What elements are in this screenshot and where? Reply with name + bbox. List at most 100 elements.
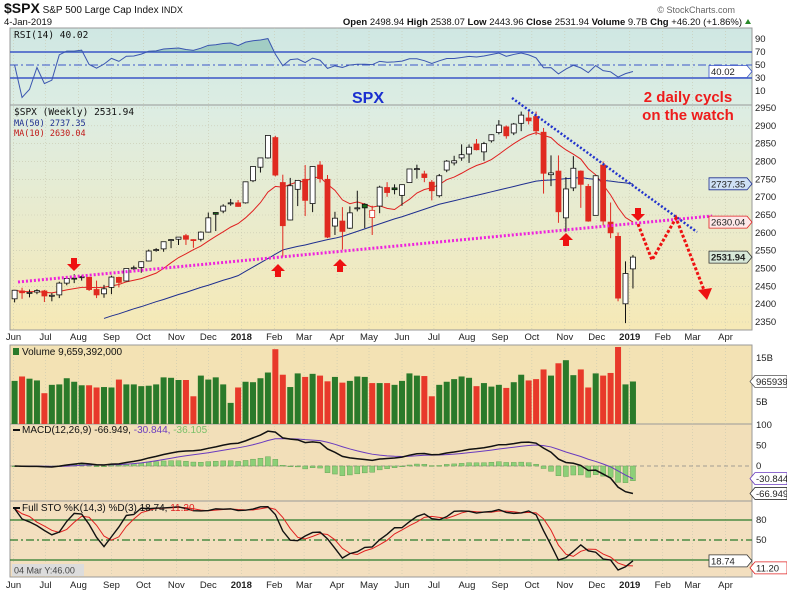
volume-bar <box>428 396 435 424</box>
x-tick-label: Mar <box>296 332 312 343</box>
candle-body <box>279 182 286 227</box>
price-tick-label: 2850 <box>755 139 776 150</box>
macd-histogram-bar <box>384 465 390 469</box>
rsi-line <box>14 38 634 99</box>
price-tick-label: 2500 <box>755 263 776 274</box>
candle-body <box>175 236 182 240</box>
volume-bar <box>294 373 301 424</box>
exchange: INDX <box>161 5 183 15</box>
volume-bar <box>391 384 398 424</box>
volume-bar <box>324 381 331 424</box>
chart-date: 4-Jan-2019 <box>4 17 52 28</box>
macd-histogram-bar <box>220 460 226 467</box>
x-tick-label: Jul <box>39 332 51 343</box>
macd-histogram-bar <box>414 463 420 467</box>
x-tick-label: 2018 <box>231 580 252 591</box>
volume-bar <box>622 384 629 424</box>
candle-body <box>294 179 301 190</box>
candle-body <box>421 173 428 178</box>
macd-histogram-bar <box>585 465 591 478</box>
macd-histogram-bar <box>622 465 629 483</box>
macd-tick-label: 50 <box>756 441 767 452</box>
volume-bar <box>212 377 219 424</box>
volume-bar <box>302 376 309 424</box>
x-tick-label: 2019 <box>619 580 640 591</box>
crosshair-readout: 04 Mar Y:46.00 <box>14 566 75 576</box>
volume-bar <box>436 384 443 424</box>
volume-bar <box>71 381 78 424</box>
value-tag-text: 11.20 <box>756 563 779 574</box>
header: $SPX S&P 500 Large Cap Index INDX <box>4 0 183 16</box>
crosshair-readout-box <box>12 564 84 576</box>
volume-bar <box>607 372 614 424</box>
candle-body <box>116 277 122 283</box>
price-tick-label: 2400 <box>755 299 776 310</box>
value-tag-text: 2531.94 <box>711 253 746 264</box>
candle-body <box>495 124 502 133</box>
volume-bar <box>466 377 473 424</box>
macd-tick-label: 100 <box>756 420 772 431</box>
candle-body <box>570 167 577 189</box>
volume-bar <box>160 377 167 424</box>
candle-body <box>302 178 309 201</box>
candle-body <box>510 123 517 134</box>
macd-histogram-bar <box>615 465 621 483</box>
volume-bar <box>384 383 391 424</box>
value-tag-text: 9659392000 <box>756 377 787 388</box>
macd-histogram-bar <box>190 461 197 467</box>
volume-bar <box>48 384 55 424</box>
macd-histogram-bar <box>436 465 442 467</box>
x-tick-label: Jun <box>6 580 21 591</box>
value-tag-bg <box>708 65 753 78</box>
volume-bar <box>570 375 577 424</box>
macd-histogram-bar <box>496 461 502 467</box>
macd-histogram-bar <box>272 459 279 467</box>
volume-bar <box>562 360 569 424</box>
volume-bar <box>585 387 592 424</box>
volume-bar <box>279 374 286 424</box>
x-tick-label: Aug <box>458 332 475 343</box>
x-tick-label: Dec <box>200 332 217 343</box>
macd-histogram-bar <box>466 462 472 467</box>
macd-histogram-bar <box>295 465 301 468</box>
candle-body <box>19 290 25 294</box>
candle-body <box>26 291 33 294</box>
rsi-tick-label: 10 <box>755 86 766 97</box>
macd-histogram-bar <box>555 465 562 476</box>
volume-bar <box>443 381 450 424</box>
price-tick-label: 2600 <box>755 228 776 239</box>
price-tick-label: 2650 <box>755 210 776 221</box>
x-tick-label: Jul <box>428 332 440 343</box>
volume-bar <box>242 381 249 424</box>
value-tag-sto_d: 11.20 <box>749 561 787 574</box>
macd-histogram-bar <box>242 460 249 467</box>
volume-bar <box>108 387 115 424</box>
candle-body <box>369 209 376 218</box>
value-tag-rsi: 40.02 <box>708 65 753 78</box>
value-tag-bg <box>749 472 787 486</box>
volume-bar <box>182 380 189 424</box>
candle-body <box>376 186 383 207</box>
candle-body <box>317 164 323 180</box>
price-tick-label: 2350 <box>755 317 776 328</box>
value-tag-bg <box>749 487 787 500</box>
candle-body <box>183 235 189 240</box>
projection-arrowhead-icon <box>698 288 712 300</box>
x-tick-label: 2019 <box>619 332 640 343</box>
candle-body <box>540 131 547 174</box>
candle-body <box>235 202 242 207</box>
sto-tick-label: 80 <box>756 515 767 526</box>
candle-body <box>577 170 584 185</box>
candle-body <box>212 212 219 215</box>
x-tick-label: Jun <box>394 580 409 591</box>
volume-bar <box>488 386 495 424</box>
x-tick-label: Aug <box>458 580 475 591</box>
candle-body <box>272 137 279 176</box>
candle-body <box>451 160 458 164</box>
candle-body <box>413 168 420 171</box>
rsi-tick-label: 30 <box>755 73 766 84</box>
candle-body <box>585 186 592 222</box>
volume-bar <box>555 363 562 424</box>
volume-bar <box>525 380 532 424</box>
